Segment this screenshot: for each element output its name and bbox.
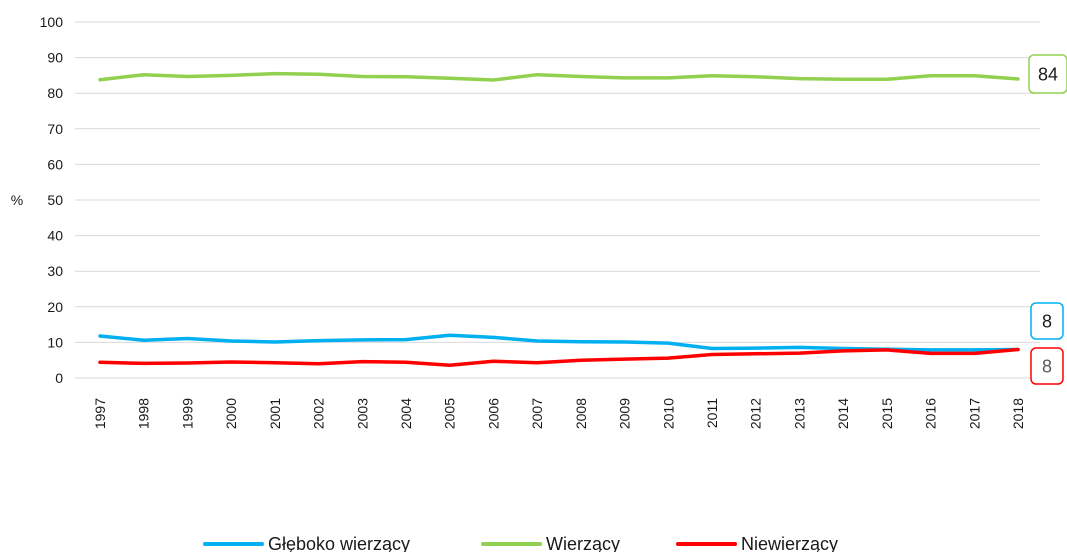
x-tick-label: 2006 — [485, 398, 501, 429]
y-tick-label: 50 — [47, 192, 63, 208]
end-labels: 8 84 8 — [1028, 54, 1067, 385]
y-tick-label: 0 — [55, 370, 63, 386]
x-tick-label: 2009 — [617, 398, 633, 429]
y-tick-label: 60 — [47, 156, 63, 172]
legend-label: Wierzący — [546, 534, 620, 552]
y-axis-label: % — [11, 192, 23, 208]
y-tick-label: 40 — [47, 228, 63, 244]
x-tick-label: 2012 — [748, 398, 764, 429]
x-axis-ticks: 1997 1998 1999 2000 2001 2002 2003 2004 2005 2006… — [92, 398, 1026, 429]
x-tick-label: 2011 — [704, 398, 720, 428]
x-tick-label: 2015 — [879, 398, 895, 429]
x-tick-label: 2016 — [923, 398, 939, 429]
end-value-label: 8 — [1042, 312, 1052, 332]
x-tick-label: 2018 — [1010, 398, 1026, 429]
y-tick-label: 20 — [47, 299, 63, 315]
x-tick-label: 2017 — [966, 398, 982, 429]
x-tick-label: 2007 — [529, 398, 545, 429]
legend-label: Niewierzący — [741, 534, 838, 552]
legend-item: Głęboko wierzący — [203, 534, 410, 552]
y-tick-label: 90 — [47, 50, 63, 66]
end-value-label: 8 — [1042, 357, 1052, 377]
x-tick-label: 2000 — [223, 398, 239, 429]
legend-item: Wierzący — [481, 534, 620, 552]
x-tick-label: 2010 — [660, 398, 676, 429]
x-tick-label: 2002 — [311, 398, 327, 429]
y-tick-label: 100 — [40, 14, 64, 30]
x-tick-label: 1997 — [92, 398, 108, 429]
series-line — [98, 71, 1020, 82]
y-axis-ticks: 0 10 20 30 40 50 60 70 80 90 100 — [40, 14, 64, 386]
y-tick-label: 10 — [47, 334, 63, 350]
legend: Głęboko wierzący Wierzący Niewierzący — [203, 534, 838, 552]
x-tick-label: 2005 — [442, 398, 458, 429]
y-tick-label: 70 — [47, 121, 63, 137]
end-label-box — [1030, 347, 1064, 385]
end-value-label: 84 — [1038, 65, 1058, 85]
x-tick-label: 1999 — [179, 398, 195, 429]
y-tick-label: 80 — [47, 85, 63, 101]
series-layer — [98, 71, 1020, 367]
x-tick-label: 2003 — [354, 398, 370, 429]
legend-item: Niewierzący — [676, 534, 838, 552]
x-tick-label: 2013 — [791, 398, 807, 429]
x-tick-label: 2004 — [398, 398, 414, 429]
x-tick-label: 2001 — [267, 398, 283, 429]
x-tick-label: 2008 — [573, 398, 589, 429]
x-tick-label: 2014 — [835, 398, 851, 429]
legend-label: Głęboko wierzący — [268, 534, 410, 552]
y-tick-label: 30 — [47, 263, 63, 279]
end-label-box — [1030, 302, 1064, 340]
series-line — [98, 347, 1020, 367]
end-label-box — [1028, 54, 1067, 94]
x-tick-label: 1998 — [136, 398, 152, 429]
